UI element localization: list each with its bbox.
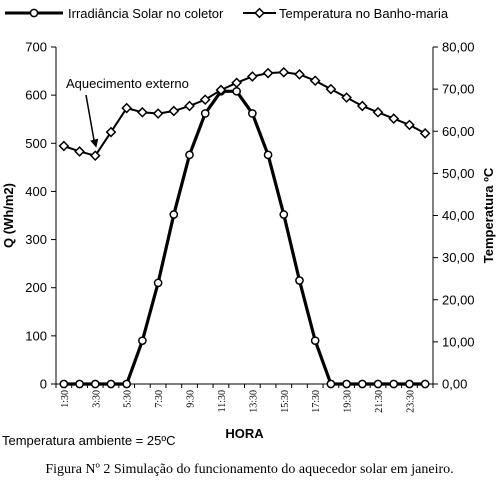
x-tick-label: 23:30 xyxy=(405,390,416,413)
series-0-point xyxy=(357,379,367,389)
series-1-point xyxy=(309,75,321,87)
series-0-point xyxy=(373,379,383,389)
left-y-tick-label: 300 xyxy=(25,232,47,247)
annotation: Aquecimento externo xyxy=(66,76,189,148)
series-1-point xyxy=(121,102,133,114)
annotation-arrowhead xyxy=(90,138,99,148)
annotation-label: Aquecimento externo xyxy=(66,76,189,91)
left-y-tick-label: 200 xyxy=(25,280,47,295)
series-0-point xyxy=(420,379,430,389)
x-tick-label: 17:30 xyxy=(311,390,322,413)
series-0-point xyxy=(122,379,132,389)
series-0-point xyxy=(75,379,84,389)
series-1-point xyxy=(105,126,117,138)
right-y-tick-label: 60,00 xyxy=(442,124,475,139)
left-y-tick-label: 600 xyxy=(25,88,47,103)
series-0-point xyxy=(138,336,147,346)
series-1-point xyxy=(58,140,70,152)
series-0-point xyxy=(405,379,414,389)
right-y-axis-title: Temperatura ºC xyxy=(481,167,496,263)
x-ticks: 1:30 3:30 5:30 7:30 9:30 11:30 13:30 15:30 17:30… xyxy=(55,384,434,413)
series-1-point xyxy=(199,94,211,106)
series-0-point xyxy=(106,379,116,389)
x-tick-label: 13:30 xyxy=(248,390,259,413)
x-tick-label: 3:30 xyxy=(91,390,102,408)
right-y-tick-label: 30,00 xyxy=(442,250,475,265)
chart-legend: Irradiância Solar no coletor Temperatura … xyxy=(5,6,449,21)
series-0-line xyxy=(63,89,426,386)
x-tick-label: 11:30 xyxy=(217,390,228,412)
left-y-tick-label: 500 xyxy=(25,136,47,151)
x-tick-label: 5:30 xyxy=(123,390,134,408)
series-1-point xyxy=(404,119,415,131)
series-0-point xyxy=(310,336,320,346)
series-layer xyxy=(58,66,431,389)
series-0-point xyxy=(185,150,194,160)
x-axis-title: HORA xyxy=(225,426,264,441)
series-0-point xyxy=(263,150,273,160)
right-y-tick-label: 20,00 xyxy=(442,292,475,307)
right-y-tick-label: 50,00 xyxy=(442,166,475,181)
series-0-point xyxy=(200,109,210,118)
left-y-tick-label: 700 xyxy=(25,40,47,55)
series-1-point xyxy=(262,67,274,79)
right-y-tick-label: 0,00 xyxy=(442,377,467,392)
left-y-tick-label: 100 xyxy=(25,328,47,343)
right-y-tick-label: 80,00 xyxy=(442,40,475,55)
series-1-point xyxy=(152,108,164,119)
series-0-point xyxy=(389,379,399,389)
series-0-point xyxy=(248,109,257,118)
left-y-axis-title: Q (Wh/m2) xyxy=(1,183,16,248)
series-1-point xyxy=(278,66,290,78)
series-1 xyxy=(58,66,431,162)
right-y-tick-label: 70,00 xyxy=(442,82,475,97)
x-tick-label: 21:30 xyxy=(374,390,385,413)
series-1-point xyxy=(74,146,85,157)
series-0-point xyxy=(169,210,179,219)
figure-caption: Figura Nº 2 Simulação do funcionamento d… xyxy=(45,462,454,477)
legend-marker-0 xyxy=(29,8,39,18)
x-tick-label: 1:30 xyxy=(60,390,71,408)
series-1-point xyxy=(184,100,195,112)
left-y-ticks: 0 100 200 300 400 500 600 700 xyxy=(25,40,56,392)
series-1-point xyxy=(294,69,305,80)
x-tick-label: 19:30 xyxy=(343,390,354,413)
left-y-tick-label: 0 xyxy=(40,377,47,392)
series-0-point xyxy=(153,278,163,288)
right-y-ticks: 0,00 10,00 20,00 30,00 40,00 50,00 60,00 70,00 8… xyxy=(433,40,475,392)
series-1-point xyxy=(215,84,227,96)
series-0-point xyxy=(232,86,241,96)
series-1-point xyxy=(325,83,337,95)
x-tick-label: 15:30 xyxy=(280,390,291,413)
series-1-point xyxy=(388,113,400,124)
legend-label-0: Irradiância Solar no coletor xyxy=(68,6,224,21)
series-0-point xyxy=(342,379,351,389)
right-y-tick-label: 10,00 xyxy=(442,334,475,349)
series-0-point xyxy=(279,210,289,219)
series-1-point xyxy=(356,100,368,112)
annotation-arrow xyxy=(85,94,96,142)
series-1-point xyxy=(246,71,258,82)
series-1-point xyxy=(231,77,243,89)
series-1-point xyxy=(89,150,101,162)
x-tick-label: 9:30 xyxy=(186,390,197,408)
legend-marker-1 xyxy=(254,7,265,19)
series-0-point xyxy=(326,379,336,389)
series-0-point xyxy=(90,379,100,389)
series-1-point xyxy=(341,92,352,103)
series-0-point xyxy=(59,379,69,389)
series-1-point xyxy=(372,106,384,118)
series-0-point xyxy=(295,276,304,285)
ambient-temperature-note: Temperatura ambiente = 25ºC xyxy=(2,433,176,448)
left-y-tick-label: 400 xyxy=(25,184,47,199)
series-1-point xyxy=(419,127,431,139)
right-y-tick-label: 40,00 xyxy=(442,208,475,223)
series-1-point xyxy=(168,105,180,117)
series-1-point xyxy=(137,106,148,118)
legend-label-1: Temperatura no Banho-maria xyxy=(279,6,449,21)
x-tick-label: 7:30 xyxy=(154,390,165,408)
